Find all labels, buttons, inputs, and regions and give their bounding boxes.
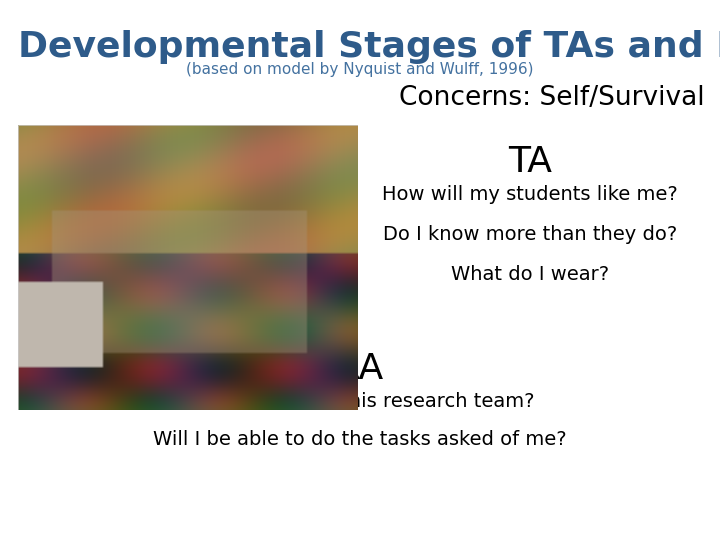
Text: Do I know more than they do?: Do I know more than they do? bbox=[383, 225, 677, 244]
Text: (based on model by Nyquist and Wulff, 1996): (based on model by Nyquist and Wulff, 19… bbox=[186, 62, 534, 77]
Text: TA: TA bbox=[508, 145, 552, 179]
Text: RA: RA bbox=[336, 352, 384, 386]
Text: What do I wear?: What do I wear? bbox=[451, 265, 609, 284]
Text: How will I fit on this research team?: How will I fit on this research team? bbox=[185, 392, 535, 411]
Text: How will my students like me?: How will my students like me? bbox=[382, 185, 678, 204]
Text: Concerns: Self/Survival: Concerns: Self/Survival bbox=[400, 85, 705, 111]
Text: Developmental Stages of TAs and RAs: Developmental Stages of TAs and RAs bbox=[18, 30, 720, 64]
Text: Will I be able to do the tasks asked of me?: Will I be able to do the tasks asked of … bbox=[153, 430, 567, 449]
